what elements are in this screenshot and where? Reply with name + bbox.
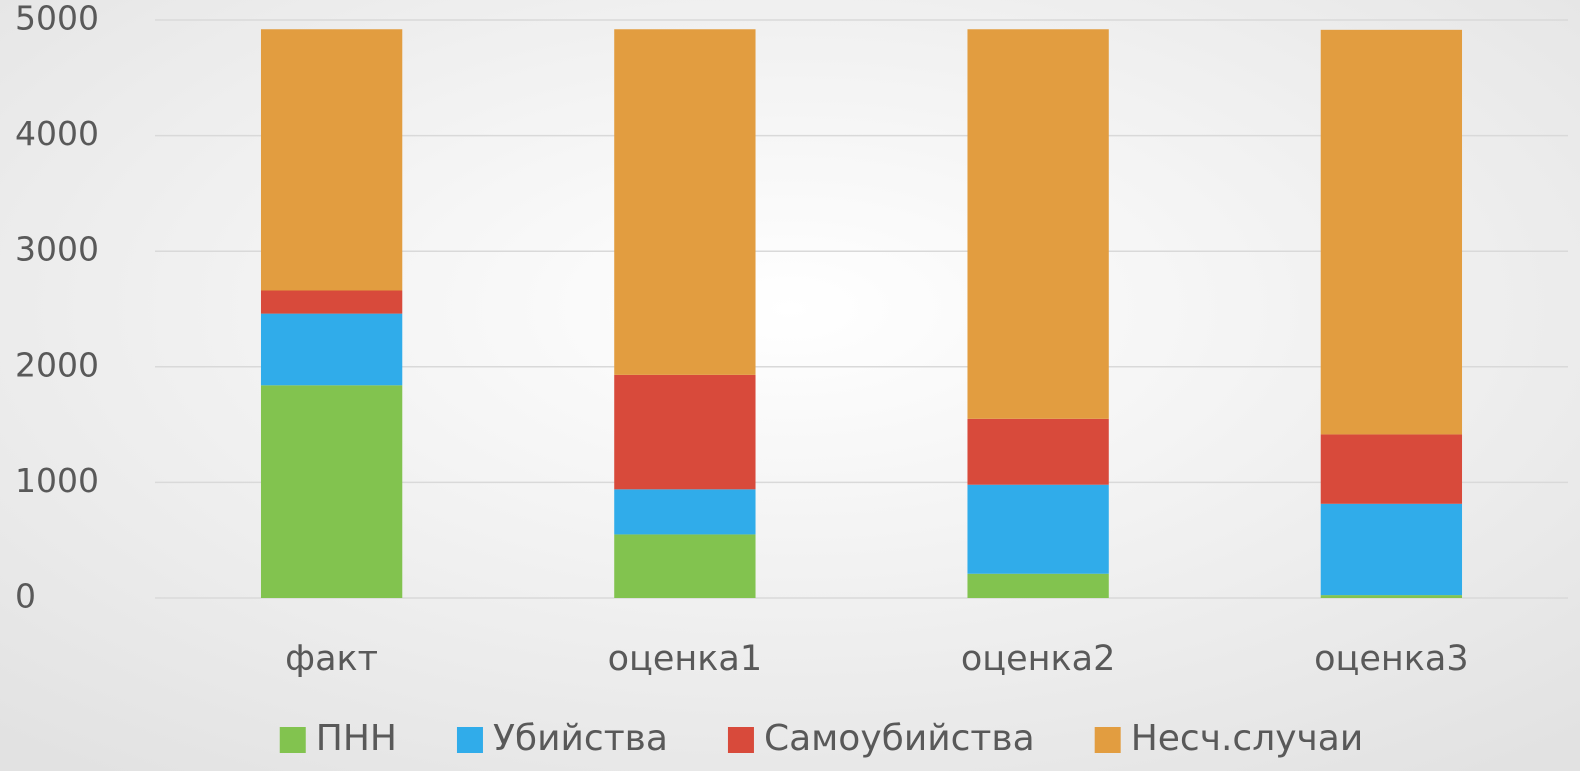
y-tick-label: 0	[15, 577, 36, 616]
legend-item: ПНН	[279, 718, 397, 759]
legend-swatch	[279, 727, 306, 753]
y-tick-label: 4000	[15, 114, 99, 153]
bar-segment	[260, 313, 403, 386]
y-tick-label: 2000	[15, 345, 99, 384]
legend-label: ПНН	[316, 718, 397, 759]
bar-segment	[967, 29, 1109, 419]
legend-item: Убийства	[456, 718, 668, 759]
bar-segment	[1320, 503, 1463, 596]
bar-segment	[614, 489, 756, 535]
bar-segment	[614, 29, 756, 375]
legend-label: Несч.случаи	[1131, 718, 1364, 759]
bar-segment	[614, 374, 756, 490]
bar-segment	[614, 534, 756, 598]
legend-swatch	[727, 727, 754, 753]
bar-segment	[260, 385, 403, 598]
legend-label: Убийства	[493, 718, 668, 759]
x-tick-label: оценка3	[1314, 639, 1469, 679]
bar-segment	[1320, 434, 1463, 504]
y-tick-label: 1000	[15, 461, 99, 500]
legend-swatch	[1094, 727, 1121, 753]
legend-item: Самоубийства	[727, 718, 1035, 759]
bar-segment	[260, 290, 403, 314]
bar-segment	[967, 573, 1109, 598]
bar-segment	[967, 484, 1109, 574]
legend-swatch	[456, 727, 483, 753]
x-tick-label: оценка2	[961, 639, 1116, 679]
x-tick-label: факт	[285, 639, 378, 679]
bar-segment	[1320, 29, 1463, 435]
bar-segment	[1320, 595, 1463, 598]
y-tick-label: 5000	[15, 0, 99, 38]
bar-segment	[967, 418, 1109, 485]
legend-label: Самоубийства	[764, 718, 1035, 759]
legend-item: Несч.случаи	[1094, 718, 1364, 759]
bar-segment	[260, 29, 403, 291]
x-tick-label: оценка1	[608, 639, 763, 679]
y-tick-label: 3000	[15, 230, 99, 269]
